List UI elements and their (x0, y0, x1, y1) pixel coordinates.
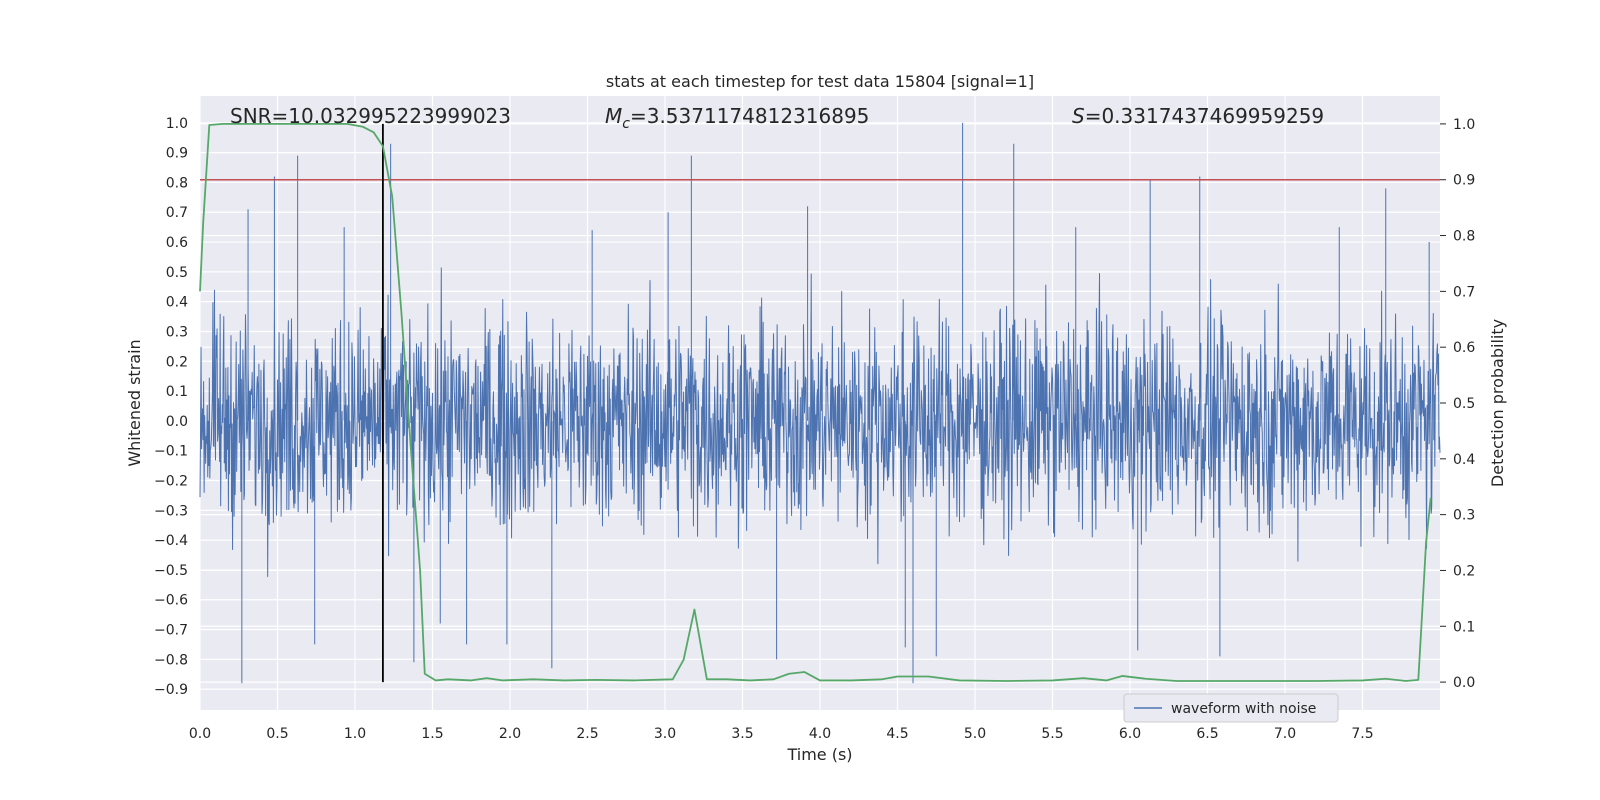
y-tick-label: 0.3 (166, 324, 188, 340)
chart-title: stats at each timestep for test data 158… (606, 72, 1034, 91)
x-tick-label: 3.0 (654, 726, 676, 742)
x-tick-label: 2.0 (499, 726, 521, 742)
y-tick-label: −0.5 (154, 563, 188, 579)
probability-series-line (199, 123, 1432, 682)
y-tick-label: −0.1 (154, 444, 188, 460)
y-tick-label: −0.2 (154, 473, 188, 489)
y2-tick-label: 0.4 (1453, 452, 1475, 468)
x-tick-label: 4.5 (886, 726, 908, 742)
x-tick-label: 0.0 (189, 726, 211, 742)
y-tick-label: 0.5 (166, 265, 188, 281)
y-tick-label: 0.9 (166, 146, 188, 162)
x-tick-label: 1.0 (344, 726, 366, 742)
y-tick-label: 0.4 (166, 295, 188, 311)
x-tick-labels: 0.0 0.5 1.0 1.5 2.0 2.5 3.0 3.5 4.0 4.5 5.0 5.5 6.0 6… (189, 726, 1374, 742)
x-tick-label: 7.5 (1351, 726, 1373, 742)
y-tick-labels: 1.0 0.9 0.8 0.7 0.6 0.5 0.4 0.3 0.2 0.1 0.0 −0.1 −0.… (154, 116, 188, 698)
chirp-mass-annotation: Mc=3.5371174812316895 (605, 104, 869, 132)
legend: waveform with noise (1123, 693, 1339, 723)
s-statistic-annotation: S=0.3317437469959259 (1072, 104, 1324, 128)
s-statistic-symbol: S (1072, 104, 1085, 128)
y-tick-label: −0.6 (154, 593, 188, 609)
y-axis-label: Whitened strain (125, 339, 144, 466)
y2-tick-label: 0.5 (1453, 396, 1475, 412)
x-tick-label: 6.5 (1196, 726, 1218, 742)
y-tick-label: 0.7 (166, 205, 188, 221)
y-tick-label: 0.0 (166, 414, 188, 430)
y2-tick-label: 0.9 (1453, 173, 1475, 189)
y2-tick-label: 0.1 (1453, 619, 1475, 635)
y2-tick-label: 0.0 (1453, 675, 1475, 691)
y-tick-label: 0.6 (166, 235, 188, 251)
y-tick-label: 0.8 (166, 175, 188, 191)
y-tick-label: −0.7 (154, 623, 188, 639)
y2-tick-label: 0.2 (1453, 563, 1475, 579)
y-tick-label: 1.0 (166, 116, 188, 132)
x-tick-label: 6.0 (1119, 726, 1141, 742)
y-tick-label: −0.3 (154, 503, 188, 519)
legend-box (1123, 693, 1339, 723)
y-tick-label: −0.8 (154, 652, 188, 668)
y-tick-label: 0.2 (166, 354, 188, 370)
y-tick-label: −0.4 (154, 533, 188, 549)
chirp-mass-symbol: M (605, 104, 622, 128)
y2-tick-label: 0.7 (1453, 284, 1475, 300)
y-tick-label: −0.9 (154, 682, 188, 698)
x-tick-label: 3.5 (731, 726, 753, 742)
x-tick-label: 4.0 (809, 726, 831, 742)
x-tick-label: 5.5 (1041, 726, 1063, 742)
y2-tick-labels: 1.0 0.9 0.8 0.7 0.6 0.5 0.4 0.3 0.2 0.1 0.0 (1440, 117, 1475, 691)
x-tick-label: 7.0 (1274, 726, 1296, 742)
chirp-mass-subscript: c (622, 116, 630, 132)
chirp-mass-value: =3.5371174812316895 (630, 104, 869, 128)
x-tick-label: 2.5 (576, 726, 598, 742)
snr-annotation: SNR=10.032995223999023 (230, 104, 511, 128)
s-statistic-value: =0.3317437469959259 (1085, 104, 1324, 128)
y2-tick-label: 0.8 (1453, 229, 1475, 245)
y2-tick-label: 0.3 (1453, 508, 1475, 524)
y2-tick-label: 1.0 (1453, 117, 1475, 133)
y-tick-label: 0.1 (166, 384, 188, 400)
x-axis-label: Time (s) (786, 745, 852, 764)
y2-axis-label: Detection probability (1488, 319, 1507, 487)
y2-tick-label: 0.6 (1453, 340, 1475, 356)
x-tick-label: 1.5 (421, 726, 443, 742)
legend-entry: waveform with noise (1171, 701, 1316, 717)
x-tick-label: 5.0 (964, 726, 986, 742)
x-tick-label: 0.5 (266, 726, 288, 742)
